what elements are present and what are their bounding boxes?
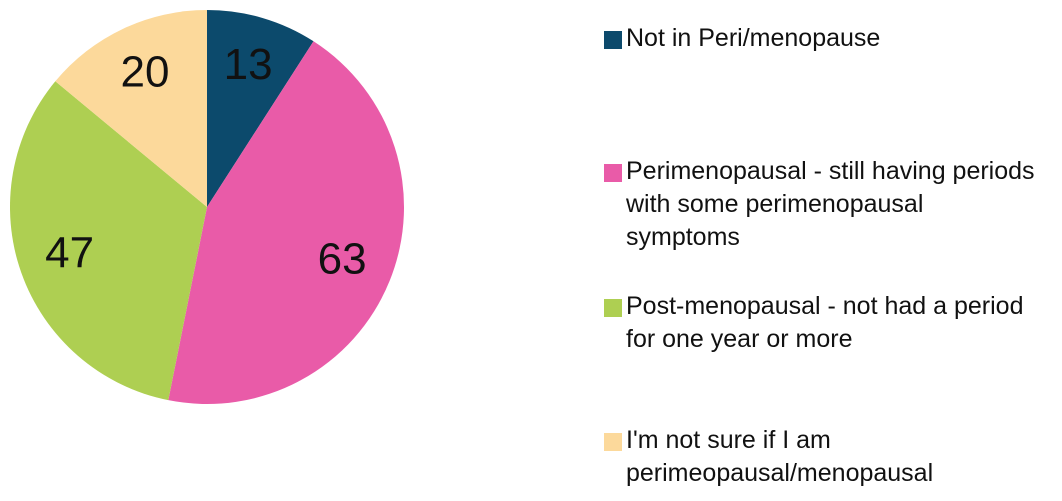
legend-label: Perimenopausal - still having periods wi… [626,157,1035,251]
data-label: 47 [45,228,94,277]
legend-label: Not in Peri/menopause [626,24,881,52]
data-label: 20 [121,48,170,97]
legend-label: Post-menopausal - not had a period for o… [626,292,1024,353]
data-label: 63 [318,234,367,283]
legend-swatch [604,31,622,49]
legend-label: I'm not sure if I am perimeopausal/menop… [626,426,934,487]
legend-item: Post-menopausal - not had a period for o… [604,290,1044,356]
legend-swatch [604,433,622,451]
legend-swatch [604,299,622,317]
chart: 13 63 47 20 [9,10,404,405]
legend-item: Not in Peri/menopause [604,22,1044,55]
legend: Not in Peri/menopause Perimenopausal - st… [604,0,1044,501]
legend-item: I'm not sure if I am perimeopausal/menop… [604,424,1044,490]
data-label: 13 [224,40,273,89]
legend-item: Perimenopausal - still having periods wi… [604,155,1044,254]
pie-slice [9,81,208,401]
legend-swatch [604,164,622,182]
pie-slice [207,10,314,207]
pie-slice [168,41,404,405]
pie-slice [55,10,207,207]
